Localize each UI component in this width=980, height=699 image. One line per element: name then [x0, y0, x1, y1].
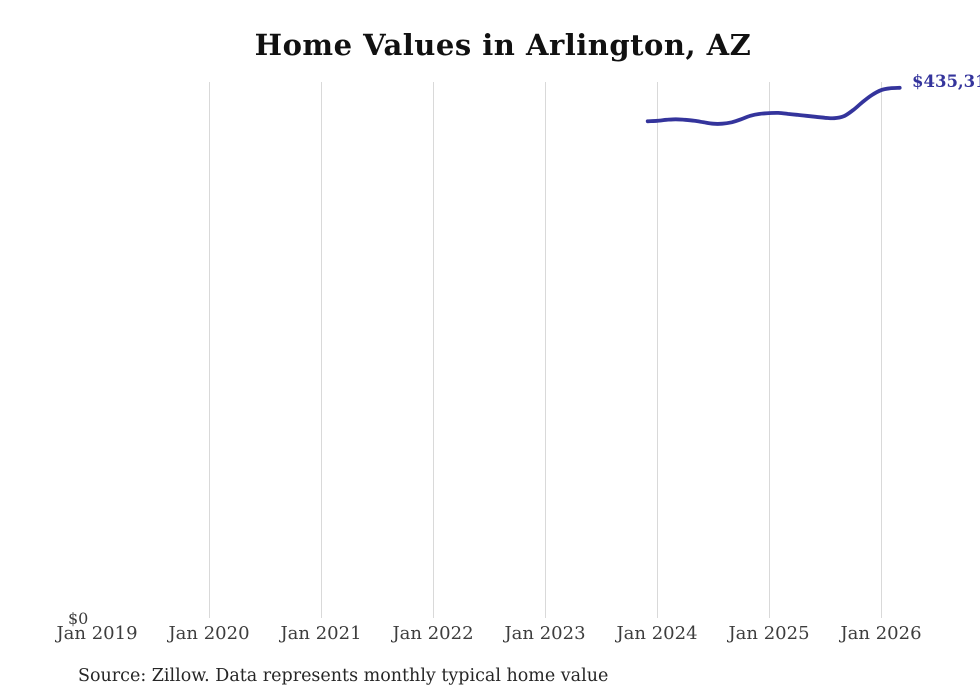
x-axis-tick-label: Jan 2026	[840, 623, 922, 644]
x-axis-tick-label: Jan 2022	[392, 623, 474, 644]
x-axis-tick-label: Jan 2020	[168, 623, 250, 644]
x-axis-tick-label: Jan 2021	[280, 623, 362, 644]
value-line	[645, 85, 902, 126]
x-axis-tick-label: Jan 2025	[728, 623, 810, 644]
source-note: Source: Zillow. Data represents monthly …	[78, 666, 609, 686]
y-axis-zero-label: $0	[68, 609, 89, 628]
x-axis-tick-label: Jan 2024	[616, 623, 698, 644]
x-axis-tick-label: Jan 2023	[504, 623, 586, 644]
end-value-label: $435,31	[912, 72, 980, 91]
x-axis-tick-label: Jan 2019	[56, 623, 138, 644]
chart-title: Home Values in Arlington, AZ	[254, 28, 752, 62]
